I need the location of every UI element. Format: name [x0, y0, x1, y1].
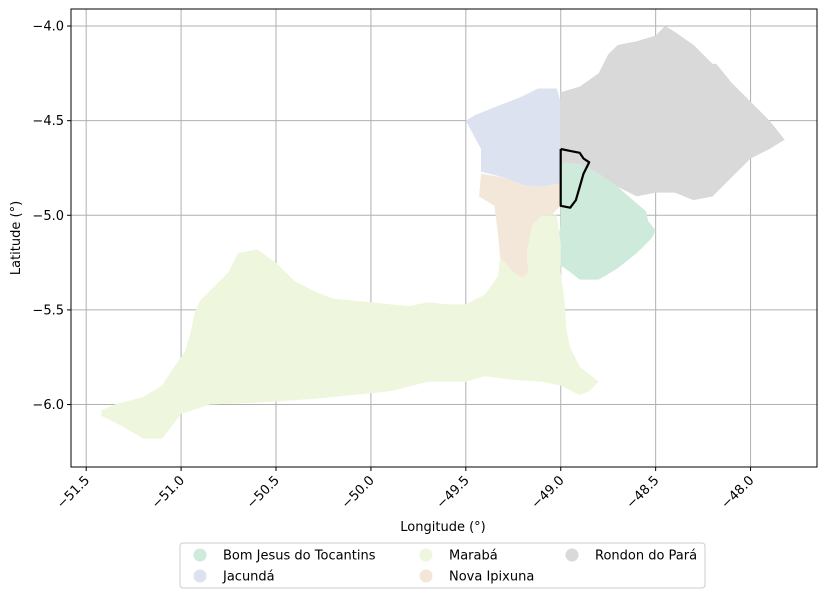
plot-frame — [70, 8, 818, 468]
legend-swatch-4 — [565, 548, 579, 562]
legend-swatch-3 — [419, 569, 433, 583]
x-tick-label-6: −48.5 — [624, 473, 663, 512]
x-tick-label-0: −51.5 — [54, 473, 93, 512]
legend-label-0: Bom Jesus do Tocantins — [223, 549, 376, 564]
legend-label-2: Marabá — [449, 549, 498, 564]
region-0 — [556, 162, 656, 280]
y-tick-label-4: −6.0 — [32, 398, 64, 413]
legend-label-1: Jacundá — [222, 570, 275, 585]
y-tick-label-1: −4.5 — [32, 114, 64, 129]
x-tick-label-4: −49.5 — [434, 473, 473, 512]
x-axis-ticks: −51.5 −51.0 −50.5 −50.0 −49.5 −49.0 −48.5 −48.0 — [54, 467, 757, 512]
x-tick-label-7: −48.0 — [719, 473, 758, 512]
region-4 — [560, 26, 785, 201]
legend-swatch-0 — [193, 548, 207, 562]
legend-swatch-2 — [419, 548, 433, 562]
region-2 — [101, 215, 599, 439]
y-axis-ticks: −4.0 −4.5 −5.0 −5.5 −6.0 — [32, 20, 71, 413]
x-tick-label-3: −50.0 — [339, 473, 378, 512]
y-tick-label-2: −5.0 — [32, 209, 64, 224]
x-tick-label-5: −49.0 — [529, 473, 568, 512]
legend-label-3: Nova Ipixuna — [449, 570, 534, 585]
legend-swatch-1 — [193, 569, 207, 583]
region-1 — [465, 88, 561, 187]
highlight-outline — [559, 147, 591, 209]
y-tick-label-0: −4.0 — [32, 20, 64, 35]
x-axis-title: Longitude (°) — [400, 520, 485, 535]
legend-label-4: Rondon do Pará — [595, 549, 697, 564]
x-tick-label-1: −51.0 — [149, 473, 188, 512]
region-3 — [479, 173, 561, 278]
map-regions — [101, 26, 785, 439]
x-tick-label-2: −50.5 — [244, 473, 283, 512]
legend: Bom Jesus do Tocantins Jacundá Marabá Nova … — [179, 542, 706, 589]
y-tick-label-3: −5.5 — [32, 303, 64, 318]
y-axis-title: Latitude (°) — [9, 201, 24, 275]
highlight-outline-layer — [559, 147, 591, 209]
